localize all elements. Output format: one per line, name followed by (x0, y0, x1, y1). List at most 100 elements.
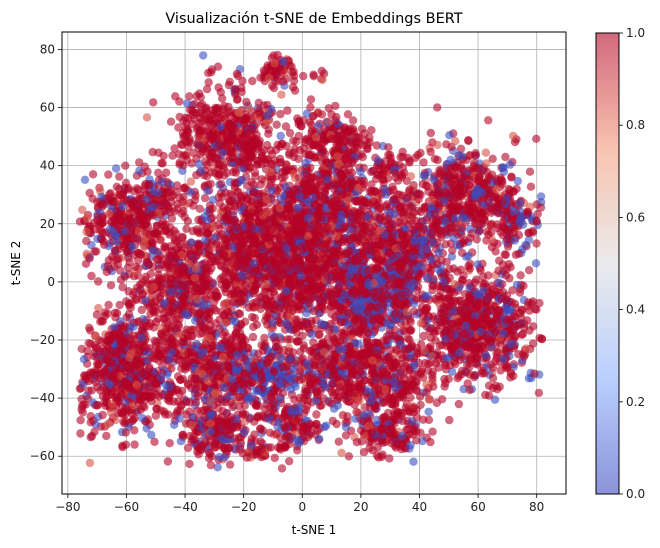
scatter-point (170, 420, 179, 429)
scatter-point (183, 443, 193, 453)
scatter-point (501, 152, 510, 162)
scatter-point (243, 344, 252, 353)
scatter-point (532, 239, 541, 248)
scatter-point (159, 151, 168, 161)
scatter-point (516, 271, 525, 280)
scatter-point (535, 298, 544, 308)
scatter-point (98, 317, 108, 326)
scatter-point (148, 147, 157, 157)
scatter-point (111, 164, 121, 173)
scatter-point (285, 128, 295, 138)
scatter-point (185, 459, 194, 469)
scatter-point (103, 309, 113, 318)
scatter-point (76, 416, 85, 425)
scatter-point (289, 136, 298, 145)
scatter-point (265, 428, 275, 437)
scatter-point (142, 424, 151, 433)
scatter-point (419, 331, 428, 341)
scatter-point (437, 395, 447, 404)
scatter-point (166, 117, 176, 126)
scatter-points (75, 50, 547, 473)
scatter-point (524, 266, 534, 275)
scatter-point (505, 160, 515, 169)
scatter-point (207, 68, 216, 77)
scatter-point (428, 427, 437, 436)
scatter-point (334, 437, 343, 446)
scatter-point (90, 332, 100, 341)
scatter-point (82, 236, 91, 246)
scatter-point (447, 252, 457, 261)
scatter-point (486, 220, 495, 229)
scatter-point (405, 335, 414, 344)
scatter-point (409, 457, 418, 466)
scatter-point (306, 103, 315, 112)
scatter-point (430, 154, 440, 163)
scatter-point (283, 106, 292, 115)
scatter-point (526, 182, 536, 191)
scatter-point (83, 346, 92, 356)
scatter-point (481, 148, 491, 157)
scatter-point (121, 161, 130, 170)
scatter-point (115, 172, 124, 181)
scatter-point (270, 453, 279, 463)
scatter-point (484, 116, 493, 125)
scatter-point (406, 393, 415, 402)
scatter-point (138, 413, 147, 423)
scatter-point (170, 144, 179, 153)
scatter-point (159, 226, 169, 236)
scatter-point (352, 438, 362, 447)
scatter-point (281, 122, 291, 131)
scatter-point (200, 193, 210, 203)
scatter-point (172, 181, 182, 190)
scatter-point (290, 299, 299, 308)
scatter-point (367, 180, 376, 189)
scatter-point (260, 333, 269, 343)
scatter-point (94, 277, 103, 286)
scatter-point (177, 140, 186, 149)
scatter-point (167, 214, 177, 223)
scatter-point (225, 460, 235, 469)
scatter-point (487, 242, 497, 252)
scatter-point (465, 385, 474, 395)
scatter-point (204, 78, 213, 87)
scatter-point (532, 134, 541, 143)
scatter-point (174, 123, 183, 132)
scatter-point (187, 374, 196, 383)
scatter-point (288, 83, 298, 92)
chart-title: Visualización t-SNE de Embeddings BERT (165, 11, 462, 27)
scatter-point (254, 98, 263, 108)
scatter-point (177, 386, 187, 396)
scatter-point (433, 140, 442, 150)
scatter-point (192, 170, 201, 180)
scatter-point (357, 150, 366, 159)
scatter-point (424, 395, 434, 404)
scatter-point (464, 251, 473, 261)
scatter-point (225, 77, 234, 87)
scatter-point (490, 395, 500, 404)
scatter-point (86, 412, 95, 421)
scatter-point (472, 275, 481, 284)
scatter-point (299, 71, 308, 81)
scatter-point (309, 72, 318, 81)
scatter-point (78, 205, 87, 214)
scatter-point (447, 367, 457, 376)
scatter-point (315, 330, 324, 339)
scatter-point (344, 452, 354, 461)
scatter-point (248, 76, 257, 86)
scatter-point (500, 250, 509, 259)
scatter-point (463, 360, 472, 369)
scatter-point (445, 131, 454, 140)
scatter-point (343, 110, 353, 119)
scatter-point (294, 131, 303, 141)
scatter-point (183, 380, 193, 390)
scatter-point (87, 271, 96, 281)
scatter-point (87, 386, 97, 395)
scatter-point (208, 195, 218, 204)
scatter-point (185, 92, 194, 101)
scatter-point (182, 224, 191, 233)
scatter-point (124, 310, 134, 319)
scatter-point (213, 62, 223, 71)
scatter-point (383, 408, 393, 418)
scatter-point (341, 431, 351, 440)
scatter-point (277, 90, 286, 99)
